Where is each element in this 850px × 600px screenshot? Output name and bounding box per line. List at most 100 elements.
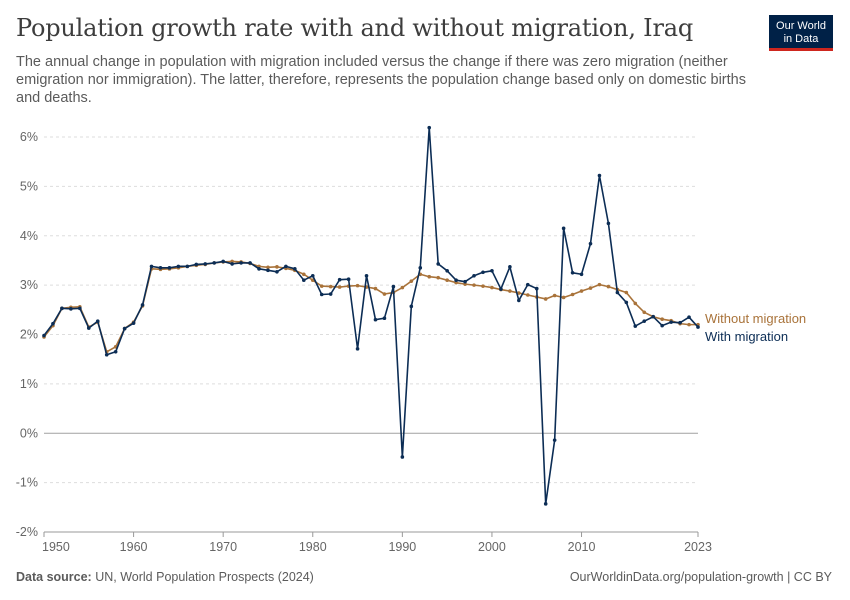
data-point[interactable] — [104, 352, 109, 357]
data-point[interactable] — [319, 292, 324, 297]
data-point[interactable] — [660, 317, 664, 321]
data-point[interactable] — [78, 306, 82, 311]
data-point[interactable] — [167, 266, 172, 270]
data-point[interactable] — [454, 278, 458, 282]
data-point[interactable] — [158, 266, 163, 270]
data-point[interactable] — [561, 226, 566, 231]
data-point[interactable] — [248, 261, 252, 265]
data-point[interactable] — [543, 502, 548, 506]
data-point[interactable] — [185, 264, 190, 269]
data-point[interactable] — [445, 269, 449, 273]
data-point[interactable] — [597, 282, 602, 287]
data-point[interactable] — [472, 283, 476, 287]
data-point[interactable] — [302, 272, 306, 277]
data-point[interactable] — [293, 267, 297, 271]
data-point[interactable] — [409, 304, 414, 309]
data-point[interactable] — [436, 275, 440, 280]
data-point[interactable] — [373, 286, 378, 291]
owid-logo[interactable]: Our World in Data — [769, 15, 833, 51]
data-point[interactable] — [570, 270, 575, 275]
data-point[interactable] — [257, 264, 261, 269]
data-point[interactable] — [302, 278, 306, 282]
data-point[interactable] — [696, 325, 700, 329]
data-point[interactable] — [570, 292, 575, 297]
data-point[interactable] — [122, 326, 127, 331]
data-point[interactable] — [212, 261, 217, 265]
data-point[interactable] — [561, 295, 566, 300]
data-point[interactable] — [337, 277, 342, 282]
data-point[interactable] — [472, 273, 476, 278]
data-point[interactable] — [400, 285, 405, 290]
data-point[interactable] — [534, 286, 539, 291]
data-point[interactable] — [660, 323, 664, 328]
data-point[interactable] — [427, 274, 432, 279]
data-point[interactable] — [221, 259, 225, 264]
data-point[interactable] — [355, 347, 360, 351]
data-point[interactable] — [633, 324, 638, 328]
data-point[interactable] — [525, 293, 530, 297]
data-point[interactable] — [669, 320, 673, 324]
data-point[interactable] — [284, 264, 288, 269]
data-point[interactable] — [427, 125, 432, 130]
data-point[interactable] — [319, 284, 324, 288]
data-point[interactable] — [257, 267, 261, 271]
data-point[interactable] — [481, 270, 485, 275]
data-point[interactable] — [275, 265, 279, 269]
data-point[interactable] — [490, 285, 494, 290]
data-point[interactable] — [436, 262, 440, 266]
data-point[interactable] — [552, 293, 557, 298]
source-url-link[interactable]: OurWorldinData.org/population-growth | C… — [569, 570, 832, 584]
data-point[interactable] — [230, 262, 234, 266]
data-point[interactable] — [310, 273, 315, 278]
data-point[interactable] — [69, 307, 73, 311]
data-point[interactable] — [328, 292, 333, 296]
data-point[interactable] — [490, 269, 494, 273]
data-point[interactable] — [51, 321, 55, 326]
data-point[interactable] — [86, 326, 91, 330]
data-point[interactable] — [463, 282, 467, 286]
data-point[interactable] — [131, 321, 136, 325]
data-point[interactable] — [400, 455, 405, 459]
data-point[interactable] — [95, 319, 100, 323]
data-point[interactable] — [499, 287, 503, 291]
data-point[interactable] — [588, 286, 593, 290]
data-point[interactable] — [382, 292, 387, 296]
data-point[interactable] — [176, 264, 181, 269]
data-point[interactable] — [328, 284, 333, 289]
data-point[interactable] — [418, 266, 423, 270]
data-point[interactable] — [275, 269, 279, 274]
data-point[interactable] — [588, 241, 593, 246]
data-point[interactable] — [579, 272, 584, 277]
data-point[interactable] — [687, 322, 691, 327]
data-point[interactable] — [346, 277, 351, 282]
data-point[interactable] — [642, 319, 647, 323]
data-point[interactable] — [508, 265, 512, 269]
legend-label[interactable]: With migration — [705, 329, 788, 344]
data-point[interactable] — [615, 290, 620, 295]
data-point[interactable] — [60, 306, 64, 311]
data-point[interactable] — [382, 316, 387, 321]
data-point[interactable] — [266, 265, 270, 270]
data-point[interactable] — [606, 284, 611, 289]
data-point[interactable] — [364, 273, 369, 278]
data-point[interactable] — [552, 438, 557, 442]
data-point[interactable] — [194, 262, 199, 267]
data-point[interactable] — [678, 320, 682, 325]
data-point[interactable] — [525, 282, 530, 287]
data-point[interactable] — [355, 283, 360, 288]
data-point[interactable] — [391, 284, 396, 289]
data-point[interactable] — [454, 280, 458, 285]
data-point[interactable] — [266, 268, 270, 273]
data-point[interactable] — [597, 173, 602, 178]
data-point[interactable] — [651, 314, 656, 319]
data-point[interactable] — [203, 262, 208, 266]
data-point[interactable] — [445, 278, 449, 282]
data-point[interactable] — [337, 285, 342, 289]
legend-label[interactable]: Without migration — [705, 311, 806, 326]
data-point[interactable] — [517, 291, 521, 295]
data-point[interactable] — [149, 264, 154, 269]
data-point[interactable] — [624, 290, 629, 295]
data-point[interactable] — [409, 279, 414, 283]
data-point[interactable] — [633, 301, 638, 306]
data-point[interactable] — [42, 333, 46, 338]
